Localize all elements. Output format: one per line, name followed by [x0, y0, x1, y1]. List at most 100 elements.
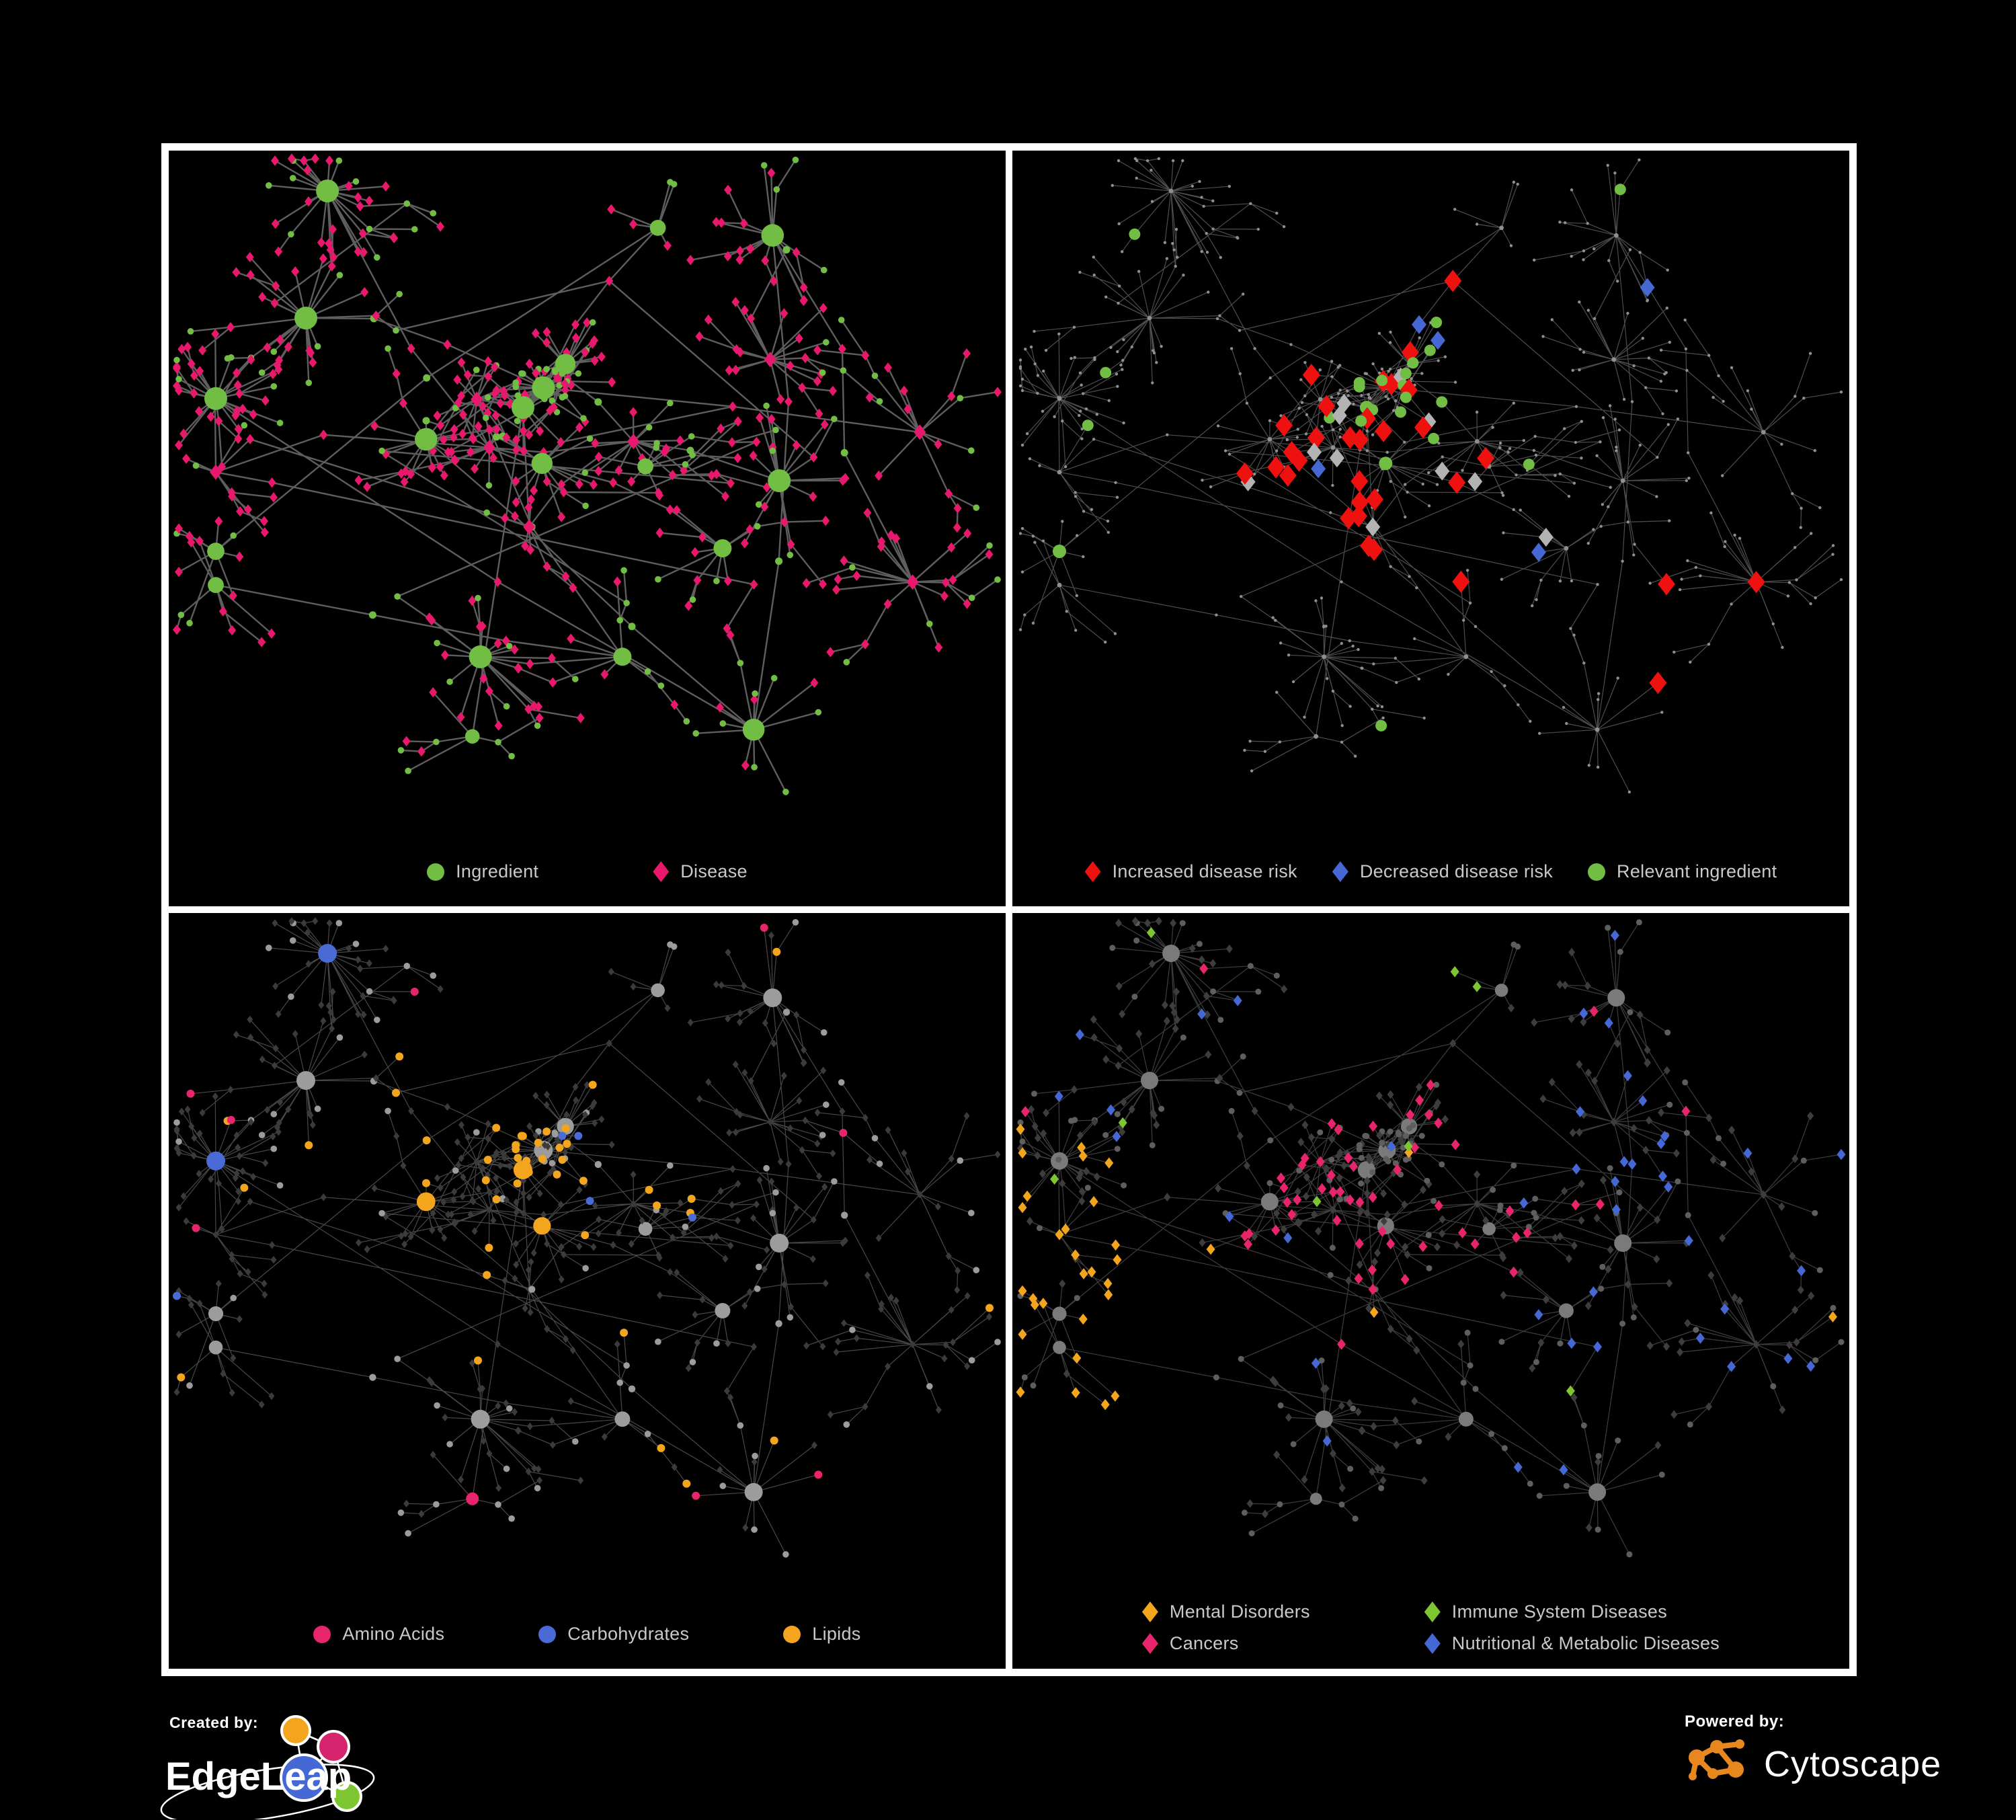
base-nodes-layer: [173, 153, 1002, 795]
decreased-risk-node: [1412, 315, 1426, 334]
cancer-node: [1318, 1183, 1327, 1195]
mental-disorder-node: [1104, 1157, 1114, 1169]
lipid-node: [563, 1140, 571, 1148]
neutral-risk-node: [1365, 517, 1381, 537]
cancer-node: [1328, 1186, 1338, 1198]
nutritional-metabolic-node: [1588, 1286, 1598, 1298]
lipid-node: [492, 1195, 501, 1203]
amino-acid-node: [466, 1492, 479, 1505]
relevant-ingredient-node: [1375, 719, 1387, 731]
increased-risk-node: [1375, 420, 1393, 442]
lipid-node: [579, 1177, 588, 1185]
cancer-node: [1589, 1005, 1599, 1017]
relevant-ingredient-node: [1428, 432, 1440, 444]
cancer-node: [1020, 1106, 1030, 1117]
legend-item: Immune System Diseases: [1424, 1601, 1720, 1622]
cancer-node: [1297, 1159, 1307, 1171]
cancer-node: [1434, 1199, 1443, 1212]
mental-disorder-node: [1022, 1190, 1032, 1202]
immune-disease-node: [1146, 926, 1156, 939]
lipid-node: [305, 1141, 313, 1150]
neutral-risk-node: [1435, 461, 1450, 481]
mental-disorder-node: [1369, 1306, 1379, 1318]
network-graph: [173, 917, 1001, 1558]
nutritional-metabolic-node: [1567, 1337, 1576, 1349]
edgeleap-swoosh: [160, 1764, 375, 1820]
mental-disorder-node: [1077, 1142, 1086, 1154]
nutritional-metabolic-node: [1658, 1171, 1667, 1182]
neutral-risk-node: [1329, 448, 1344, 468]
cancer-node: [1393, 1164, 1402, 1176]
cancer-node: [1571, 1199, 1580, 1211]
nutritional-metabolic-node: [1225, 1211, 1234, 1222]
legend-marker-diamond-icon: [1424, 1601, 1441, 1622]
lipid-node: [483, 1271, 491, 1279]
amino-acid-node: [692, 1491, 700, 1500]
nutritional-metabolic-node: [1559, 1464, 1568, 1476]
cancer-node: [1300, 1152, 1309, 1164]
lipid-node: [553, 1170, 561, 1179]
nutritional-metabolic-node: [1797, 1265, 1806, 1277]
legend-label: Immune System Diseases: [1451, 1601, 1667, 1622]
nutritional-metabolic-node: [1660, 1130, 1669, 1142]
decreased-risk-node: [1531, 543, 1546, 562]
cancer-node: [1418, 1240, 1428, 1253]
base-nodes-layer: [1017, 916, 1845, 1558]
lipid-node: [514, 1154, 522, 1162]
cytoscape-logo-nodes: [1689, 1739, 1744, 1780]
nutritional-metabolic-node: [1075, 1029, 1084, 1041]
nutritional-metabolic-node: [1197, 1008, 1207, 1020]
cancer-node: [1244, 1228, 1254, 1240]
nutritional-metabolic-node: [1534, 1309, 1543, 1320]
legend-marker-diamond-icon: [1332, 861, 1348, 882]
lipid-node: [485, 1243, 493, 1252]
cancer-node: [1355, 1196, 1365, 1208]
cancer-node: [1199, 963, 1209, 975]
mental-disorder-node: [1103, 1277, 1113, 1290]
neutral-risk-node: [1538, 528, 1554, 547]
nutritional-metabolic-node: [1619, 1156, 1629, 1168]
relevant-ingredient-node: [1430, 317, 1443, 328]
lipid-node: [474, 1356, 482, 1365]
cancer-node: [1424, 1109, 1433, 1121]
powered-by-label: Powered by:: [1685, 1712, 1784, 1731]
cancer-node: [1240, 1230, 1250, 1242]
increased-risk-node: [1360, 535, 1378, 557]
nutritional-metabolic-node: [1579, 1007, 1588, 1019]
cancer-node: [1451, 1139, 1460, 1150]
relevant-ingredient-node: [1353, 381, 1365, 393]
cytoscape-wordmark: Cytoscape: [1764, 1744, 1941, 1784]
cancer-node: [1523, 1227, 1532, 1238]
lipid-node: [561, 1124, 570, 1133]
nutritional-metabolic-node: [1604, 1017, 1613, 1029]
cancer-node: [1509, 1266, 1519, 1278]
mental-disorder-node: [1016, 1386, 1025, 1398]
cancer-node: [1327, 1118, 1336, 1130]
amino-acid-node: [227, 1115, 235, 1124]
increased-risk-node: [1350, 491, 1369, 514]
mental-disorder-node: [1055, 1229, 1064, 1240]
nutritional-metabolic-node: [1783, 1353, 1793, 1364]
mental-disorder-node: [1061, 1223, 1070, 1235]
nutritional-metabolic-node: [1638, 1095, 1648, 1107]
lipid-node: [534, 1138, 542, 1147]
legend-item: Relevant ingredient: [1588, 861, 1777, 882]
relevant-ingredient-node: [1129, 228, 1141, 240]
legend: Amino Acids Carbohydrates Lipids: [169, 1624, 1006, 1645]
increased-risk-node: [1290, 449, 1308, 472]
amino-acid-node: [839, 1129, 848, 1137]
relevant-ingredient-node: [1376, 374, 1388, 387]
carbohydrate-node: [586, 1197, 594, 1205]
legend-marker-circle-icon: [783, 1625, 801, 1643]
lipid-node: [422, 1136, 431, 1145]
lipid-node: [416, 1192, 436, 1212]
increased-risk-node: [1236, 462, 1254, 485]
relevant-ingredient-node: [1395, 406, 1406, 418]
network-graph: [1018, 157, 1843, 794]
increased-risk-node: [1747, 571, 1765, 594]
highlight-nodes-layer: [1053, 184, 1765, 731]
cytoscape-logo: Powered by: Cytoscape: [1685, 1712, 1941, 1784]
cancer-node: [1505, 1205, 1515, 1217]
amino-acid-node: [186, 1089, 195, 1098]
neutral-risk-node: [1467, 472, 1483, 491]
